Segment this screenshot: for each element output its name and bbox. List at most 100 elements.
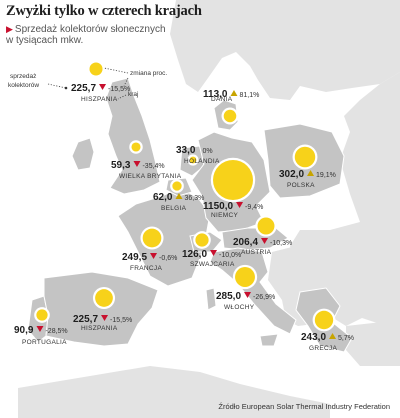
change-value-wielka-brytania: -35,4% [142,163,164,170]
sales-value-austria: 206,4 [233,237,258,248]
change-value-wlochy: -26,9% [253,294,275,301]
value-label-wielka-brytania: 59,3 -35,4% [111,160,165,171]
arrow-down-icon-szwajcaria [210,250,218,256]
ireland-shape [71,137,95,171]
sales-value-legend-hiszpania: 225,7 [71,83,96,94]
bubble-austria [257,217,275,235]
legend-bubble [89,62,103,76]
italy-shape [209,247,297,335]
sales-value-holandia: 33,0 [176,145,196,156]
bubble-hiszpania [95,289,113,307]
bubble-polska [294,146,316,168]
arrow-down-icon-wielka-brytania [133,161,141,167]
value-label-portugalia: 90,9 -28,5% [14,325,68,336]
turkey-land [346,320,400,366]
sales-value-francja: 249,5 [122,252,147,263]
change-value-francja: -0,6% [159,255,177,262]
country-name-holandia: HOLANDIA [184,158,220,165]
north-africa-land [18,366,330,418]
arrow-up-icon-grecja [329,333,337,339]
value-label-holandia: 33,0 0% [176,145,213,156]
country-name-hiszpania: HISZPANIA [81,325,118,332]
neighbor-land [18,0,400,418]
change-value-grecja: 5,7% [338,335,354,342]
bubble-szwajcaria [195,233,209,247]
value-label-niemcy: 1150,0 -9,4% [203,201,263,212]
value-label-legend-hiszpania: 225,7 -15,5% [71,83,130,94]
change-value-belgia: 36,3% [184,195,204,202]
sales-value-belgia: 62,0 [153,192,173,203]
sales-value-polska: 302,0 [279,169,304,180]
bubble-wlochy [235,267,255,287]
country-name-austria: AUSTRIA [241,249,272,256]
value-label-austria: 206,4 -10,3% [233,237,292,248]
change-value-portugalia: -28,5% [45,328,67,335]
country-name-francja: FRANCJA [130,265,162,272]
scandinavia-land [170,0,400,100]
arrow-down-icon-niemcy [236,202,244,208]
bubble-niemcy [213,160,253,200]
change-value-niemcy: -9,4% [245,204,263,211]
value-label-hiszpania: 225,7 -15,5% [73,314,132,325]
change-value-holandia: 0% [202,148,212,155]
bubble-belgia [172,181,182,191]
country-name-wlochy: WŁOCHY [224,304,255,311]
arrow-up-icon-belgia [175,193,183,199]
legend-leader-dot [64,86,68,90]
source-note: Źródło European Solar Thermal Industry F… [218,402,390,411]
subtitle-text: Sprzedaż kolektorów słonecznych [14,24,166,35]
country-name-portugalia: PORTUGALIA [22,339,67,346]
arrow-up-icon-dania [230,90,238,96]
sales-value-dania: 113,0 [203,89,228,100]
value-label-polska: 302,0 19,1% [279,169,336,180]
arrow-down-icon-francja [150,253,158,259]
change-value-polska: 19,1% [316,172,336,179]
change-value-austria: -10,3% [270,240,292,247]
arrow-down-icon-hiszpania [101,315,109,321]
change-value-szwajcaria: -10,0% [219,252,241,259]
bubble-grecja [314,310,334,330]
change-value-dania: 81,1% [239,92,259,99]
bubbles-layer [34,107,336,332]
country-name-dania: DANIA [211,96,233,103]
eastern-europe-land [290,72,400,330]
sales-value-szwajcaria: 126,0 [182,249,207,260]
legend-country-label: kraj [128,91,138,98]
change-value-legend-hiszpania: -15,5% [108,86,130,93]
value-label-grecja: 243,0 5,7% [301,332,354,343]
sicily-shape [259,333,279,347]
triangle-bullet-icon: ▶ [6,24,13,34]
legend-leader-sales [47,83,67,89]
sales-value-hiszpania: 225,7 [73,314,98,325]
arrow-down-icon-wlochy [244,292,252,298]
sales-value-grecja: 243,0 [301,332,326,343]
value-label-wlochy: 285,0 -26,9% [216,291,275,302]
change-value-hiszpania: -15,5% [110,317,132,324]
country-name-szwajcaria: SZWAJCARIA [190,261,235,268]
country-shapes [27,77,353,353]
country-name-belgia: BELGIA [161,205,187,212]
value-label-belgia: 62,0 36,3% [153,192,204,203]
legend-country-name: HISZPANIA [81,96,118,103]
legend-sales-label-line1: sprzedaż [10,73,36,80]
sales-value-portugalia: 90,9 [14,325,34,336]
legend-sales-label-line2: kolektorów [8,82,39,89]
sardinia-shape [205,287,217,311]
bubble-holandia [189,156,197,164]
value-label-szwajcaria: 126,0 -10,0% [182,249,241,260]
sales-value-wlochy: 285,0 [216,291,241,302]
uk-shape [105,77,161,195]
arrow-down-icon-austria [261,238,269,244]
bubble-portugalia [36,309,48,321]
legend-change-label: zmiana proc. [130,70,167,77]
value-label-dania: 113,0 81,1% [203,89,259,100]
sales-value-niemcy: 1150,0 [203,201,233,212]
bubble-dania [223,109,237,123]
arrow-up-icon-polska [307,170,315,176]
labels-layer: 113,0 81,1% DANIA 33,0 0% HOLANDIA 59,3 -35,4% W… [14,89,354,352]
legend-layer: 225,7 -15,5% HISZPANIA sprzedaż kolektorów zm… [8,60,167,103]
arrow-down-icon-legend-hiszpania [99,84,107,90]
subtitle-line1: ▶ Sprzedaż kolektorów słonecznych [6,23,166,36]
